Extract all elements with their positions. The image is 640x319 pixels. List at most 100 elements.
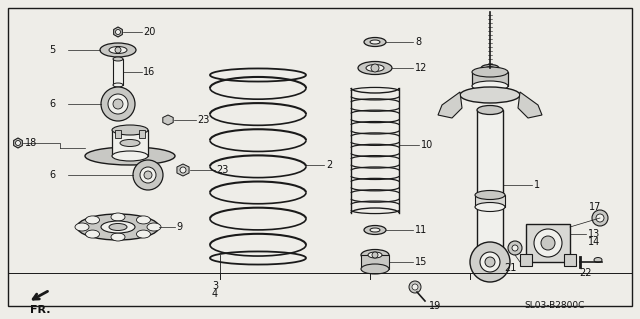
Circle shape bbox=[409, 281, 421, 293]
Circle shape bbox=[115, 29, 120, 34]
Text: FR.: FR. bbox=[30, 305, 51, 315]
Ellipse shape bbox=[358, 62, 392, 75]
Bar bbox=[112, 130, 148, 156]
Text: 16: 16 bbox=[143, 67, 156, 77]
Ellipse shape bbox=[111, 233, 125, 241]
Circle shape bbox=[592, 210, 608, 226]
Text: 23: 23 bbox=[197, 115, 209, 125]
Ellipse shape bbox=[77, 214, 159, 240]
Bar bbox=[520, 254, 532, 266]
Bar bbox=[472, 72, 508, 86]
Ellipse shape bbox=[111, 213, 125, 221]
Polygon shape bbox=[163, 115, 173, 125]
Circle shape bbox=[115, 47, 121, 53]
Text: 17: 17 bbox=[589, 202, 601, 212]
Text: 6: 6 bbox=[49, 99, 55, 109]
Text: 5: 5 bbox=[49, 45, 55, 55]
Text: 21: 21 bbox=[504, 263, 516, 273]
Text: 14: 14 bbox=[588, 237, 600, 247]
Ellipse shape bbox=[486, 66, 494, 70]
Ellipse shape bbox=[101, 221, 135, 233]
Polygon shape bbox=[438, 92, 462, 118]
Circle shape bbox=[113, 99, 123, 109]
Bar bbox=[113, 59, 123, 85]
Ellipse shape bbox=[86, 230, 100, 238]
Ellipse shape bbox=[460, 87, 520, 103]
Circle shape bbox=[470, 242, 510, 282]
Ellipse shape bbox=[147, 223, 161, 231]
Bar bbox=[115, 130, 121, 138]
Ellipse shape bbox=[361, 249, 389, 261]
Circle shape bbox=[140, 167, 156, 183]
Ellipse shape bbox=[75, 223, 89, 231]
Text: 12: 12 bbox=[415, 63, 428, 73]
Circle shape bbox=[133, 160, 163, 190]
Polygon shape bbox=[114, 27, 122, 37]
Circle shape bbox=[480, 252, 500, 272]
Ellipse shape bbox=[368, 252, 382, 258]
Text: 9: 9 bbox=[176, 222, 182, 232]
Bar bbox=[475, 195, 505, 207]
Circle shape bbox=[108, 94, 128, 114]
Circle shape bbox=[534, 229, 562, 257]
Text: 2: 2 bbox=[326, 160, 332, 170]
Ellipse shape bbox=[100, 43, 136, 57]
Circle shape bbox=[144, 171, 152, 179]
Ellipse shape bbox=[136, 216, 150, 224]
Ellipse shape bbox=[481, 64, 499, 71]
Ellipse shape bbox=[112, 125, 148, 135]
Ellipse shape bbox=[361, 264, 389, 274]
Text: 23: 23 bbox=[216, 165, 228, 175]
Circle shape bbox=[512, 245, 518, 251]
Ellipse shape bbox=[120, 139, 140, 146]
Text: 3: 3 bbox=[212, 281, 218, 291]
Text: 22: 22 bbox=[579, 268, 591, 278]
Text: 6: 6 bbox=[49, 170, 55, 180]
Text: 18: 18 bbox=[25, 138, 37, 148]
Circle shape bbox=[15, 140, 20, 145]
Ellipse shape bbox=[364, 226, 386, 234]
Bar bbox=[139, 130, 145, 138]
Ellipse shape bbox=[370, 40, 380, 44]
Ellipse shape bbox=[136, 230, 150, 238]
Circle shape bbox=[508, 241, 522, 255]
Ellipse shape bbox=[113, 57, 123, 61]
Text: 11: 11 bbox=[415, 225, 428, 235]
Bar bbox=[526, 224, 570, 262]
Circle shape bbox=[596, 214, 604, 222]
Ellipse shape bbox=[364, 38, 386, 47]
Text: 10: 10 bbox=[421, 140, 433, 150]
Text: SL03-B2800C: SL03-B2800C bbox=[525, 301, 585, 310]
Ellipse shape bbox=[109, 47, 127, 54]
Circle shape bbox=[180, 167, 186, 173]
Text: 13: 13 bbox=[588, 229, 600, 239]
Circle shape bbox=[371, 64, 379, 72]
Text: 15: 15 bbox=[415, 257, 428, 267]
Ellipse shape bbox=[472, 67, 508, 77]
Ellipse shape bbox=[594, 257, 602, 263]
Polygon shape bbox=[518, 92, 542, 118]
Ellipse shape bbox=[366, 64, 384, 71]
Ellipse shape bbox=[113, 83, 123, 87]
Ellipse shape bbox=[109, 224, 127, 231]
Circle shape bbox=[101, 87, 135, 121]
Ellipse shape bbox=[477, 106, 503, 115]
Circle shape bbox=[372, 252, 378, 258]
Polygon shape bbox=[177, 164, 189, 176]
Ellipse shape bbox=[86, 216, 100, 224]
Ellipse shape bbox=[112, 151, 148, 161]
Circle shape bbox=[412, 284, 418, 290]
Text: 8: 8 bbox=[415, 37, 421, 47]
Ellipse shape bbox=[370, 228, 380, 232]
Polygon shape bbox=[13, 138, 22, 148]
Text: 19: 19 bbox=[429, 301, 441, 311]
Bar bbox=[361, 255, 389, 269]
Ellipse shape bbox=[475, 190, 505, 199]
Circle shape bbox=[485, 257, 495, 267]
Text: 1: 1 bbox=[534, 180, 540, 190]
Bar bbox=[564, 254, 576, 266]
Text: 20: 20 bbox=[143, 27, 156, 37]
Circle shape bbox=[541, 236, 555, 250]
Bar bbox=[477, 110, 503, 250]
Ellipse shape bbox=[472, 81, 508, 91]
